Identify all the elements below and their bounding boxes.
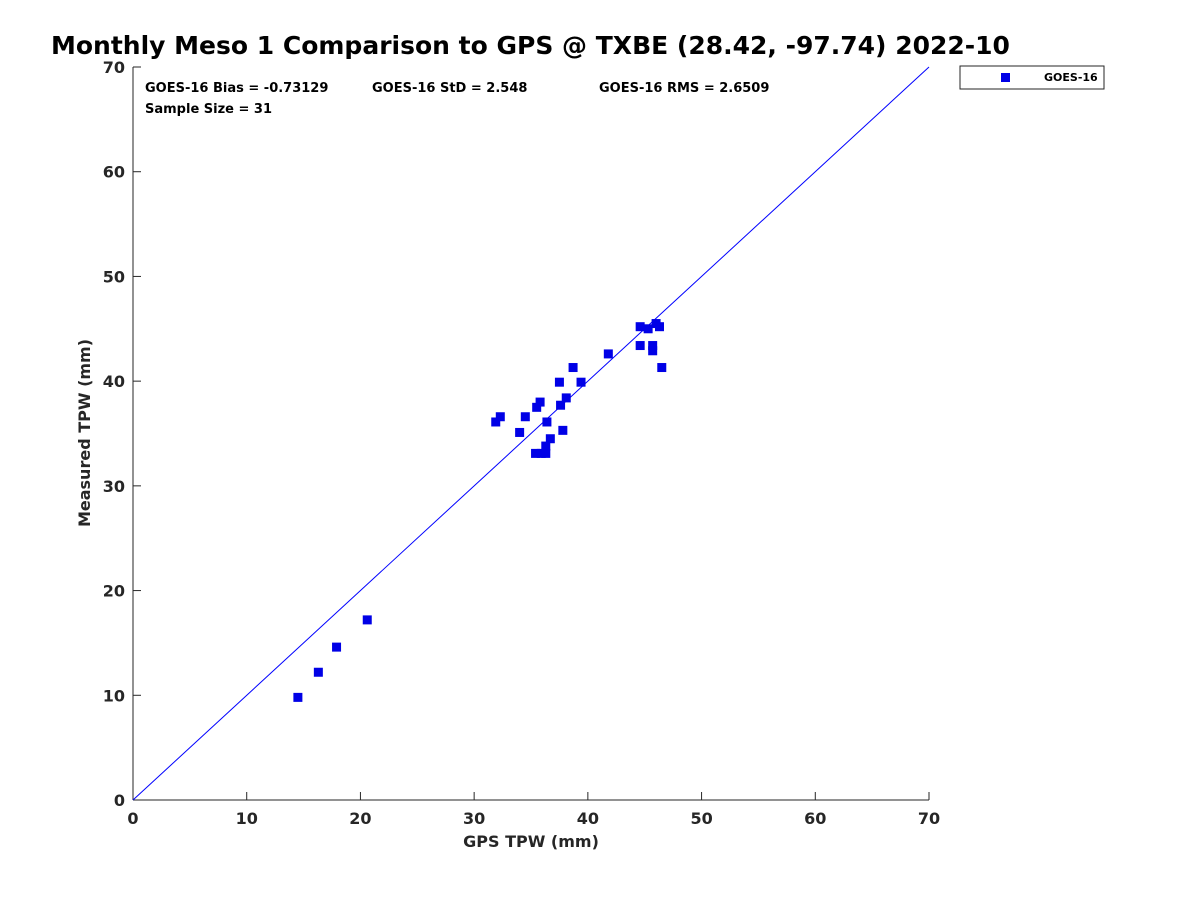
y-tick-label: 60 — [103, 163, 125, 182]
data-point — [603, 349, 613, 359]
y-tick-label: 50 — [103, 267, 125, 286]
x-axis-label: GPS TPW (mm) — [463, 832, 599, 851]
x-tick-label: 0 — [127, 809, 138, 828]
data-point — [643, 324, 653, 334]
data-point — [520, 412, 530, 422]
data-point — [541, 448, 551, 458]
data-point — [635, 341, 645, 351]
data-point — [561, 393, 571, 403]
data-point — [568, 363, 578, 373]
y-tick-label: 30 — [103, 477, 125, 496]
data-point — [495, 412, 505, 422]
data-point — [558, 425, 568, 435]
data-point — [542, 417, 552, 427]
data-point — [515, 427, 525, 437]
data-point — [293, 692, 303, 702]
data-point — [657, 363, 667, 373]
data-point — [531, 448, 541, 458]
data-point — [648, 341, 658, 351]
data-point — [541, 441, 551, 451]
data-point — [313, 667, 323, 677]
x-tick-label: 10 — [236, 809, 258, 828]
x-tick-label: 30 — [463, 809, 485, 828]
x-tick-label: 20 — [349, 809, 371, 828]
data-point — [536, 448, 546, 458]
legend: GOES-16 — [959, 65, 1105, 90]
data-point — [556, 400, 566, 410]
plot-area: 0 10 20 30 40 50 60 70 0 10 20 30 40 50 60 70 — [103, 58, 940, 828]
data-point — [635, 322, 645, 332]
x-tick-label: 70 — [918, 809, 940, 828]
stats-annotations: GOES-16 Bias = -0.73129 GOES-16 StD = 2.… — [145, 81, 769, 117]
legend-marker-goes16 — [1001, 73, 1010, 82]
y-tick-label: 70 — [103, 58, 125, 77]
y-tick-label: 0 — [114, 791, 125, 810]
stat-std: GOES-16 StD = 2.548 — [372, 81, 527, 96]
x-tick-label: 40 — [577, 809, 599, 828]
legend-label-goes16: GOES-16 — [1044, 71, 1098, 84]
x-tick-label: 60 — [804, 809, 826, 828]
stat-sample-size: Sample Size = 31 — [145, 102, 272, 117]
data-point — [576, 377, 586, 387]
data-point — [535, 397, 545, 407]
y-tick-label: 40 — [103, 372, 125, 391]
x-tick-label: 50 — [690, 809, 712, 828]
stat-bias: GOES-16 Bias = -0.73129 — [145, 81, 328, 96]
data-point — [545, 434, 555, 444]
legend-box — [959, 65, 1105, 90]
data-point — [362, 615, 372, 625]
data-point — [332, 642, 342, 652]
y-tick-label: 20 — [103, 582, 125, 601]
chart-title: Monthly Meso 1 Comparison to GPS @ TXBE … — [51, 31, 1010, 60]
y-axis-label: Measured TPW (mm) — [75, 339, 94, 527]
one-to-one-line — [132, 66, 930, 801]
y-tick-label: 10 — [103, 686, 125, 705]
data-point — [654, 322, 664, 332]
data-point — [648, 346, 658, 356]
stat-rms: GOES-16 RMS = 2.6509 — [599, 81, 769, 96]
data-point — [532, 402, 542, 412]
data-point — [491, 417, 501, 427]
data-point — [554, 377, 564, 387]
